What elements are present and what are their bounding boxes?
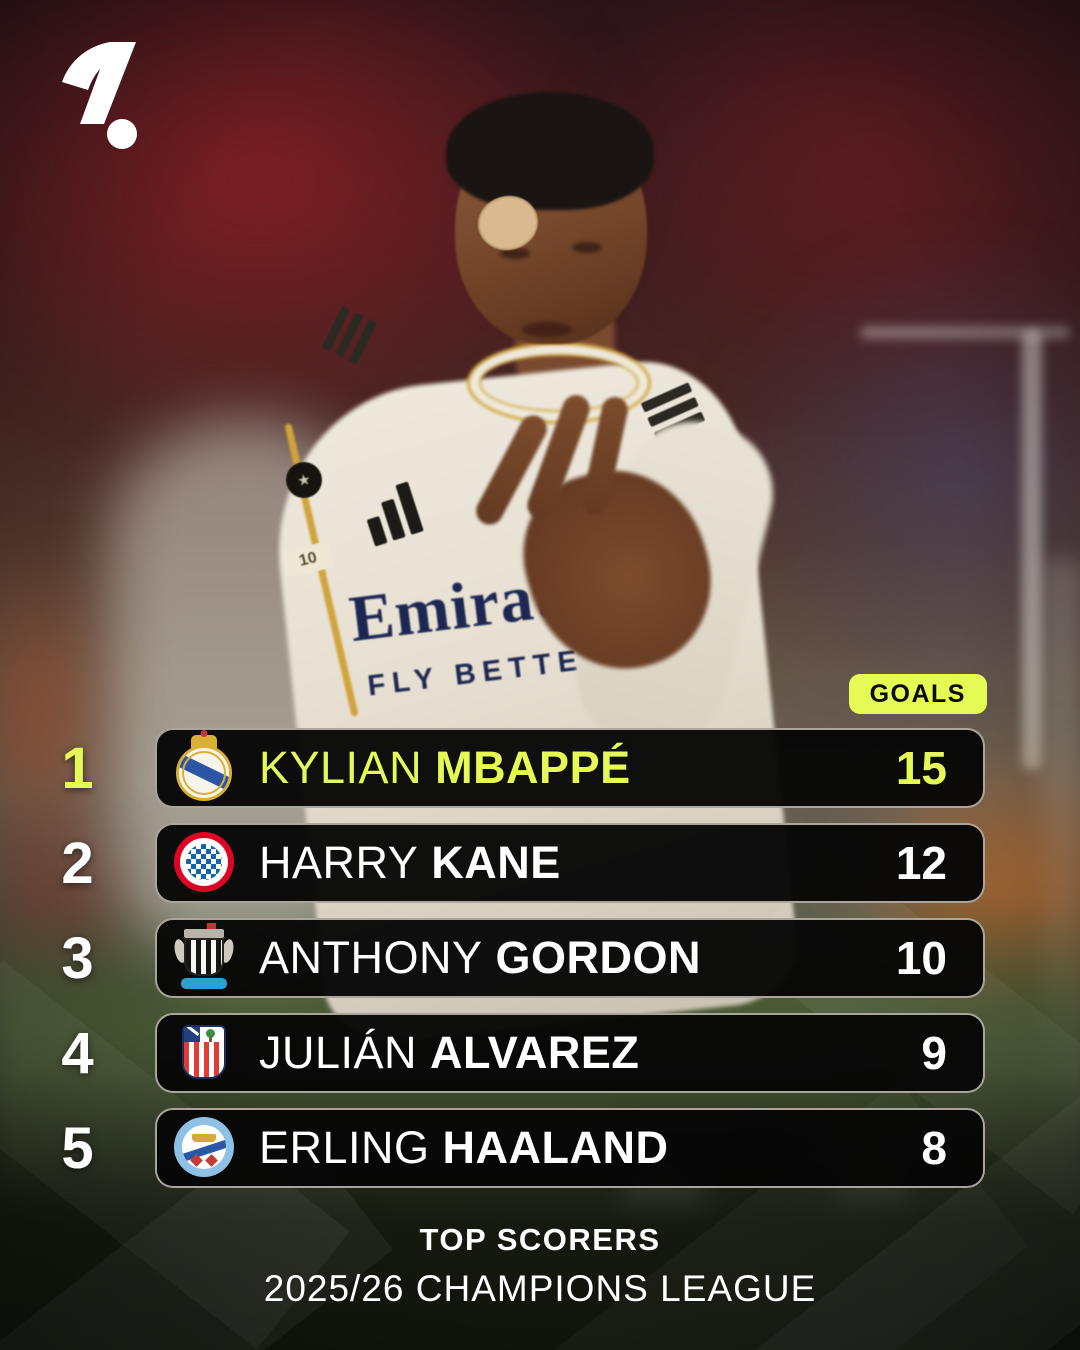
club-crest-atletico-icon bbox=[173, 1020, 235, 1086]
player-last-name: MBAPPÉ bbox=[435, 742, 631, 793]
list-item: 3 ANTHONY GORDON 10 bbox=[0, 918, 1080, 998]
list-item: 2 HARRY KANE 12 bbox=[0, 823, 1080, 903]
goals-count: 12 bbox=[895, 837, 947, 889]
player-name: JULIÁN ALVAREZ bbox=[259, 1027, 639, 1079]
player-name: ERLING HAALAND bbox=[259, 1122, 669, 1174]
player-last-name: GORDON bbox=[495, 932, 702, 983]
club-crest-real-madrid-icon bbox=[173, 730, 235, 801]
player-first-name: ERLING bbox=[259, 1122, 430, 1173]
rank-number: 1 bbox=[61, 735, 94, 801]
rank-number: 4 bbox=[61, 1020, 94, 1086]
onefootball-logo-icon bbox=[62, 42, 137, 149]
player-first-name: KYLIAN bbox=[259, 742, 423, 793]
goals-count: 10 bbox=[895, 932, 947, 984]
caption-title: TOP SCORERS bbox=[419, 1222, 661, 1257]
caption-subtitle: 2025/26 CHAMPIONS LEAGUE bbox=[263, 1268, 817, 1309]
player-bar: ANTHONY GORDON 10 bbox=[155, 918, 985, 998]
player-name: HARRY KANE bbox=[259, 837, 561, 889]
rank-number: 2 bbox=[61, 830, 94, 896]
goals-column-header: GOALS bbox=[848, 674, 987, 714]
goals-count: 15 bbox=[895, 742, 947, 794]
player-name: ANTHONY GORDON bbox=[259, 932, 701, 984]
player-name: KYLIAN MBAPPÉ bbox=[259, 742, 631, 794]
list-item: 1 KYLIAN MBAPPÉ 15 bbox=[0, 728, 1080, 808]
goals-count: 8 bbox=[921, 1122, 947, 1174]
player-first-name: HARRY bbox=[259, 837, 419, 888]
club-crest-man-city-icon bbox=[173, 1115, 235, 1181]
club-crest-bayern-icon bbox=[173, 830, 235, 896]
rank-number: 5 bbox=[61, 1115, 94, 1181]
club-crest-newcastle-icon bbox=[172, 923, 236, 991]
player-bar: JULIÁN ALVAREZ 9 bbox=[155, 1013, 985, 1093]
player-first-name: ANTHONY bbox=[259, 932, 483, 983]
list-item: 5 ERLING HAALAND 8 bbox=[0, 1108, 1080, 1188]
player-last-name: ALVAREZ bbox=[430, 1027, 640, 1078]
player-bar: ERLING HAALAND 8 bbox=[155, 1108, 985, 1188]
player-last-name: KANE bbox=[431, 837, 561, 888]
goals-count: 9 bbox=[921, 1027, 947, 1079]
list-item: 4 JULIÁN ALVAREZ 9 bbox=[0, 1013, 1080, 1093]
rank-number: 3 bbox=[61, 925, 94, 991]
player-last-name: HAALAND bbox=[442, 1122, 669, 1173]
player-bar: KYLIAN MBAPPÉ 15 bbox=[155, 728, 985, 808]
player-bar: HARRY KANE 12 bbox=[155, 823, 985, 903]
scorers-list: 1 KYLIAN MBAPPÉ 15 2 bbox=[0, 728, 1080, 1203]
caption: TOP SCORERS 2025/26 CHAMPIONS LEAGUE bbox=[0, 1222, 1080, 1310]
player-first-name: JULIÁN bbox=[259, 1027, 418, 1078]
